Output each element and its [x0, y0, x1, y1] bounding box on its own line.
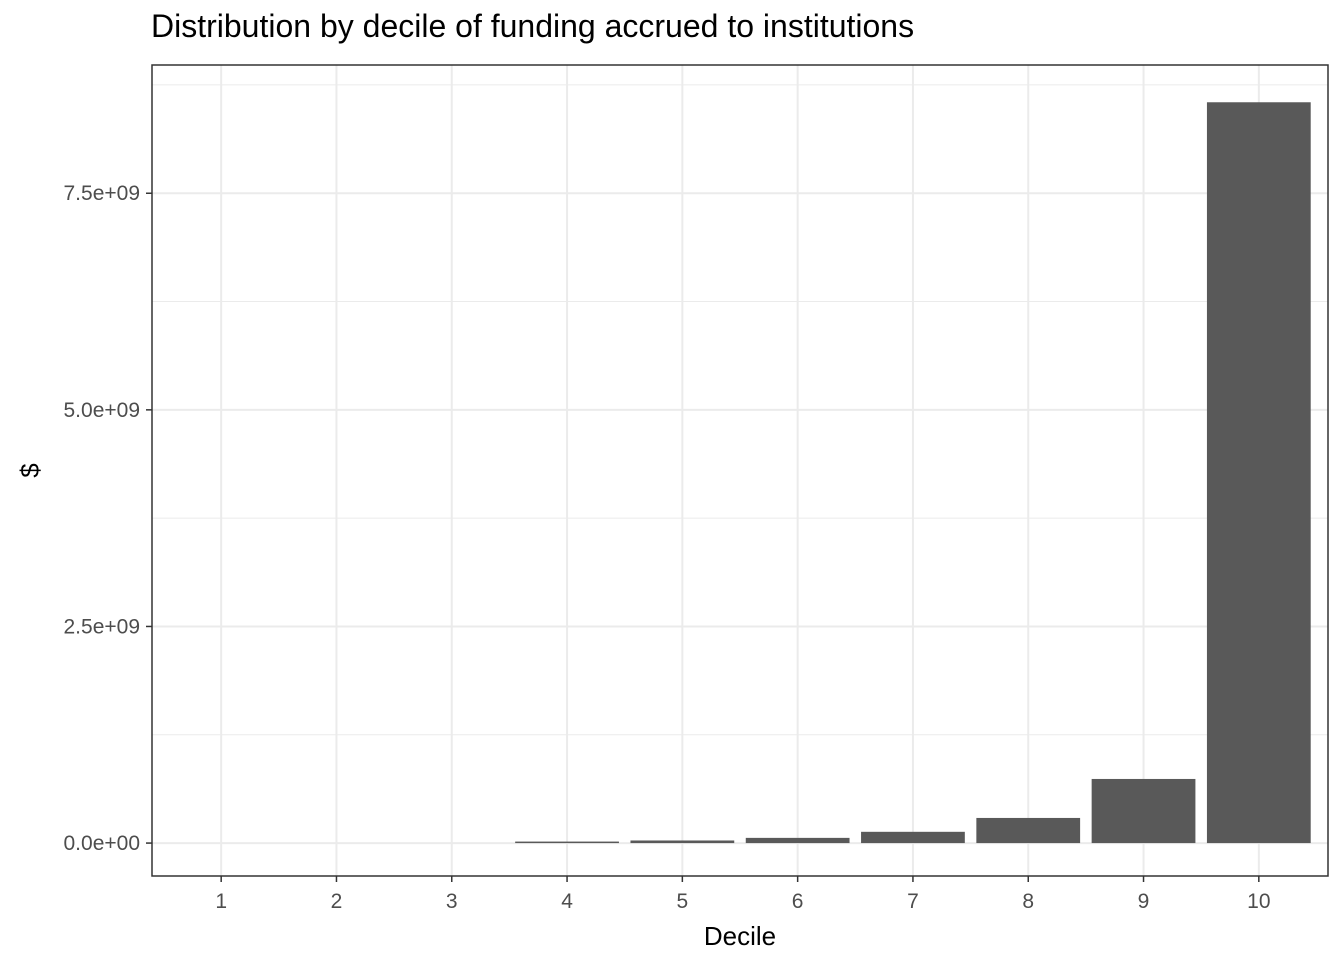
gridlines — [152, 65, 1328, 876]
panel-border — [151, 64, 1329, 877]
bar-decile-7 — [861, 831, 965, 844]
x-tick-label: 4 — [561, 890, 573, 913]
y-axis-title: $ — [15, 463, 45, 478]
x-tick-label: 3 — [446, 890, 458, 913]
y-tick-label: 5.0e+09 — [64, 399, 141, 422]
bar-decile-5 — [630, 840, 735, 844]
x-tick-label: 9 — [1138, 890, 1150, 913]
y-tick-label: 2.5e+09 — [64, 615, 141, 638]
axis-ticks: 0.0e+00 2.5e+09 5.0e+09 7.5e+09 1 2 3 4 5 6 7 8 9 10 — [64, 182, 1271, 913]
chart-title: Distribution by decile of funding accrue… — [151, 8, 915, 44]
bar-decile-10 — [1206, 102, 1311, 844]
x-tick-label: 6 — [792, 890, 804, 913]
y-tick-label: 0.0e+00 — [64, 832, 141, 855]
y-tick-label: 7.5e+09 — [64, 182, 141, 205]
x-tick-label: 5 — [677, 890, 689, 913]
x-tick-label: 10 — [1247, 890, 1270, 913]
bar-decile-9 — [1091, 778, 1196, 844]
x-tick-label: 8 — [1022, 890, 1034, 913]
bar-decile-8 — [976, 817, 1081, 844]
x-tick-label: 7 — [907, 890, 919, 913]
bars — [515, 102, 1311, 844]
x-tick-label: 2 — [331, 890, 343, 913]
x-axis-title: Decile — [704, 921, 776, 951]
x-tick-label: 1 — [215, 890, 227, 913]
bar-decile-4 — [515, 841, 619, 844]
bar-decile-6 — [745, 837, 850, 844]
